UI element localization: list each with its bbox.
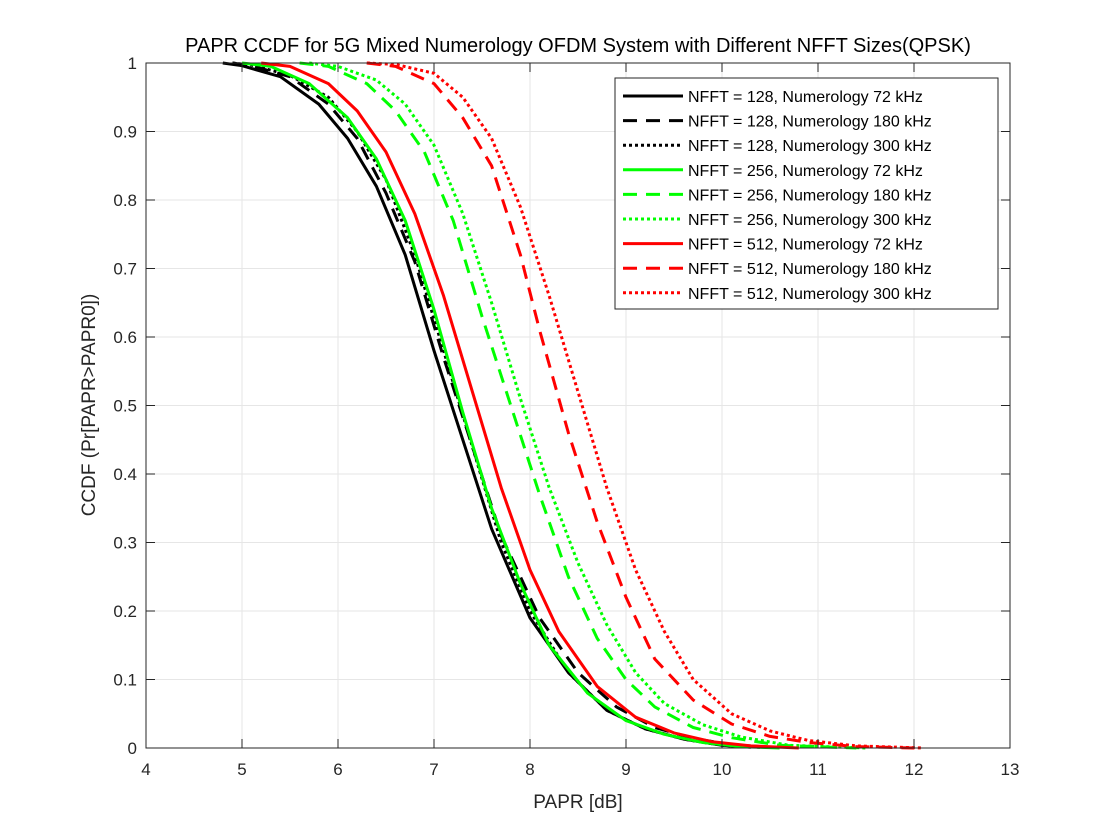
chart-title: PAPR CCDF for 5G Mixed Numerology OFDM S… (185, 35, 971, 57)
x-tick-label: 11 (809, 760, 827, 779)
series-line-4 (241, 61, 780, 750)
series-line-9 (366, 61, 924, 750)
x-tick-label: 12 (905, 760, 924, 779)
y-tick-label: 0.8 (113, 191, 137, 210)
x-tick-label: 10 (713, 760, 732, 779)
legend-label-5: NFFT = 256, Numerology 180 kHz (688, 187, 932, 204)
legend-label-4: NFFT = 256, Numerology 72 kHz (688, 163, 923, 180)
legend-label-7: NFFT = 512, Numerology 72 kHz (688, 237, 923, 254)
y-tick-label: 0.9 (113, 123, 137, 142)
x-tick-label: 13 (1001, 760, 1020, 779)
y-tick-label: 0.3 (113, 534, 137, 553)
series-line-8 (366, 61, 915, 750)
y-tick-label: 0.4 (113, 465, 137, 484)
legend-label-3: NFFT = 128, Numerology 300 kHz (688, 138, 932, 155)
series-line-5 (299, 61, 857, 750)
y-axis-label: CCDF (Pr[PAPR>PAPR0]) (79, 294, 100, 517)
y-tick-label: 0 (128, 739, 137, 758)
x-tick-label: 4 (141, 760, 150, 779)
legend: NFFT = 128, Numerology 72 kHz NFFT = 128,… (614, 77, 999, 310)
legend-label-6: NFFT = 256, Numerology 300 kHz (688, 212, 932, 229)
y-tick-label: 0.1 (113, 671, 137, 690)
x-tick-label: 9 (621, 760, 630, 779)
y-tick-label: 1 (128, 54, 137, 73)
y-tick-label: 0.5 (113, 397, 137, 416)
x-tick-label: 6 (333, 760, 342, 779)
series-lines (222, 61, 924, 750)
axis-ticks: 4 5 6 7 8 9 10 11 12 13 0 0.1 0.2 0.3 0.4 0.5 0.6 0.7 0.8 0… (113, 54, 1019, 779)
x-tick-label: 8 (525, 760, 534, 779)
x-tick-label: 7 (429, 760, 438, 779)
legend-label-2: NFFT = 128, Numerology 180 kHz (688, 114, 932, 131)
series-line-7 (261, 61, 799, 750)
legend-label-1: NFFT = 128, Numerology 72 kHz (688, 89, 923, 106)
legend-label-9: NFFT = 512, Numerology 300 kHz (688, 286, 932, 303)
y-tick-label: 0.7 (113, 260, 137, 279)
x-tick-label: 5 (237, 760, 246, 779)
x-axis-label: PAPR [dB] (533, 792, 622, 813)
y-tick-label: 0.6 (113, 328, 137, 347)
series-line-6 (309, 61, 867, 750)
legend-label-8: NFFT = 512, Numerology 180 kHz (688, 261, 932, 278)
y-tick-label: 0.2 (113, 602, 137, 621)
